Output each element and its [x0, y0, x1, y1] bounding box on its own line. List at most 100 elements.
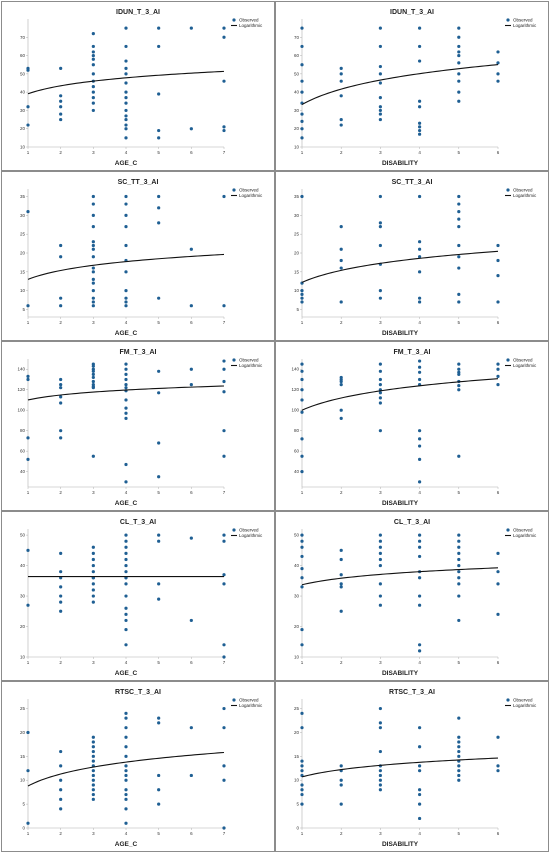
y-tick-label: 60 [20, 449, 26, 454]
observed-point [418, 359, 422, 363]
observed-point [378, 81, 382, 85]
observed-point [300, 369, 304, 373]
observed-point [300, 764, 304, 768]
observed-point [91, 379, 95, 384]
observed-point [418, 643, 422, 647]
y-tick-label: 10 [294, 288, 300, 293]
legend-observed-marker [506, 528, 510, 532]
x-tick-label: 2 [340, 831, 343, 836]
observed-point [59, 594, 63, 598]
observed-point [124, 386, 128, 390]
x-tick-label: 3 [92, 490, 95, 495]
observed-point [457, 557, 461, 562]
y-tick-label: 60 [294, 53, 300, 58]
logarithmic-fit-line [301, 378, 499, 411]
observed-point [378, 533, 382, 537]
y-tick-label: 40 [294, 90, 300, 95]
observed-point [418, 240, 422, 244]
x-tick-label: 4 [125, 831, 128, 836]
legend-observed-label: Observed [513, 188, 533, 193]
observed-point [91, 213, 95, 217]
observed-point [496, 72, 500, 76]
observed-point [457, 735, 461, 739]
observed-point [300, 300, 304, 304]
observed-point [300, 26, 304, 30]
x-tick-label: 3 [379, 490, 382, 495]
observed-point [222, 582, 226, 586]
observed-point [124, 194, 128, 199]
observed-point [124, 411, 128, 415]
observed-point [457, 72, 461, 76]
observed-point [418, 457, 422, 461]
observed-point [222, 655, 226, 659]
observed-point [418, 726, 422, 730]
observed-point [300, 533, 304, 537]
observed-point [91, 600, 95, 604]
y-tick-label: 30 [20, 108, 26, 113]
observed-point [300, 437, 304, 441]
observed-point [124, 416, 128, 420]
observed-point [157, 597, 161, 601]
observed-point [457, 53, 461, 58]
legend-fit-label: Logarithmic [513, 193, 537, 198]
observed-point [339, 247, 343, 251]
x-tick-label: 2 [59, 660, 62, 665]
observed-point [59, 797, 63, 801]
y-tick-label: 20 [294, 730, 300, 735]
observed-point [300, 194, 304, 199]
observed-point [418, 649, 422, 653]
observed-point [457, 764, 461, 768]
y-tick-label: 10 [20, 288, 26, 293]
observed-point [222, 79, 226, 83]
observed-point [59, 585, 63, 589]
observed-point [91, 454, 95, 458]
x-tick-label: 2 [340, 150, 343, 155]
observed-point [157, 539, 161, 543]
observed-point [300, 792, 304, 797]
observed-point [457, 372, 461, 376]
observed-point [496, 374, 500, 379]
x-tick-label: 1 [301, 831, 304, 836]
observed-point [91, 375, 95, 380]
observed-point [124, 716, 128, 720]
observed-point [124, 788, 128, 792]
observed-point [457, 533, 461, 537]
observed-point [418, 745, 422, 749]
observed-point [300, 539, 304, 543]
observed-point [457, 570, 461, 574]
legend-observed-marker [232, 698, 236, 702]
x-tick-label: 3 [92, 831, 95, 836]
y-tick-label: 5 [296, 802, 299, 807]
y-tick-label: 100 [291, 408, 299, 413]
observed-point [91, 90, 95, 94]
y-tick-label: 0 [296, 826, 299, 831]
observed-point [418, 255, 422, 259]
observed-point [124, 117, 128, 122]
chart-svg: RTSC_T_3_AI DISABILITY 0 5 10 15 20 25 1 2 3 4 5 6 Obs… [294, 689, 537, 848]
chart-panel-fm-age: FM_T_3_AI AGE_C 40 60 80 100 120 140 1 2 3 4 5 6 7 Obse… [1, 341, 275, 511]
observed-point [91, 557, 95, 562]
x-axis-label: DISABILITY [382, 670, 419, 677]
observed-point [457, 292, 461, 297]
observed-point [91, 570, 95, 574]
observed-point [26, 548, 30, 552]
x-axis-label: DISABILITY [382, 841, 419, 848]
observed-point [157, 206, 161, 210]
observed-point [59, 255, 63, 259]
y-tick-label: 10 [294, 655, 300, 660]
observed-point [157, 221, 161, 225]
observed-point [300, 289, 304, 293]
y-tick-label: 140 [17, 367, 25, 372]
observed-point [189, 247, 193, 251]
observed-point [222, 573, 226, 577]
observed-point [496, 300, 500, 304]
observed-point [124, 123, 128, 127]
observed-point [124, 769, 128, 773]
observed-point [339, 408, 343, 412]
chart-title: IDUN_T_3_AI [116, 9, 160, 16]
observed-point [91, 277, 95, 281]
observed-point [418, 132, 422, 136]
observed-point [91, 63, 95, 67]
observed-point [91, 369, 95, 373]
observed-point [300, 627, 304, 632]
